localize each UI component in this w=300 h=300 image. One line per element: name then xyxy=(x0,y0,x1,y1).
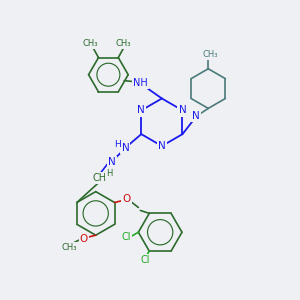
Text: H: H xyxy=(106,169,113,178)
Bar xyxy=(122,145,129,152)
Text: NH: NH xyxy=(133,78,148,88)
Text: CH₃: CH₃ xyxy=(61,243,77,252)
Bar xyxy=(136,106,146,114)
Text: CH: CH xyxy=(93,173,107,183)
Text: CH₃: CH₃ xyxy=(116,39,131,48)
Text: Cl: Cl xyxy=(141,255,150,265)
Bar xyxy=(157,142,167,150)
Text: N: N xyxy=(178,105,186,116)
Bar xyxy=(178,106,188,114)
Text: Cl: Cl xyxy=(122,232,131,242)
Bar xyxy=(80,236,87,243)
Text: N: N xyxy=(122,143,129,153)
Text: N: N xyxy=(137,105,145,116)
Bar xyxy=(192,113,200,120)
Bar xyxy=(95,174,105,182)
Bar xyxy=(134,79,146,87)
Bar xyxy=(108,158,116,165)
Text: N: N xyxy=(108,157,116,167)
Text: O: O xyxy=(122,194,130,203)
Text: H: H xyxy=(114,140,121,148)
Text: N: N xyxy=(158,141,166,151)
Bar xyxy=(123,195,130,202)
Text: CH₃: CH₃ xyxy=(202,50,218,59)
Text: N: N xyxy=(193,111,200,121)
Text: O: O xyxy=(80,234,88,244)
Text: CH₃: CH₃ xyxy=(83,39,98,48)
